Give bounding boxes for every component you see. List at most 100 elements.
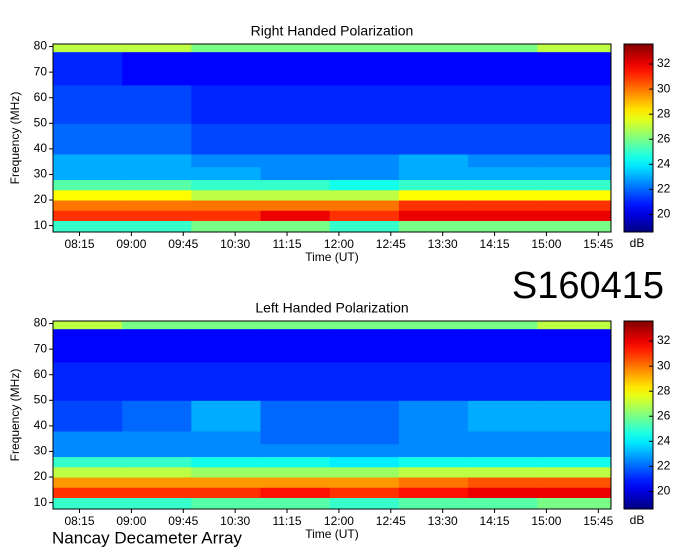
x-tick-label: 12:00 bbox=[324, 514, 354, 528]
colorbar-tick-label: 20 bbox=[657, 484, 671, 498]
heat-cell bbox=[537, 51, 612, 86]
heat-cell bbox=[260, 430, 331, 445]
heat-cell bbox=[122, 321, 192, 330]
x-tick-label: 15:00 bbox=[531, 514, 561, 528]
heat-cell bbox=[191, 153, 262, 168]
heat-cell bbox=[260, 456, 331, 468]
heat-cell bbox=[53, 210, 123, 221]
x-tick-label: 11:15 bbox=[272, 237, 301, 251]
heat-cell bbox=[260, 321, 331, 330]
heat-cell bbox=[398, 328, 469, 363]
heat-cell bbox=[537, 430, 612, 445]
heat-cell bbox=[537, 361, 612, 401]
y-tick-label: 40 bbox=[34, 418, 48, 432]
y-axis-label: Frequency (MHz) bbox=[8, 369, 22, 462]
x-tick-label: 13:30 bbox=[428, 514, 458, 528]
x-tick-label: 09:00 bbox=[116, 237, 146, 251]
colorbar-label: dB bbox=[630, 513, 645, 527]
heat-cell bbox=[53, 400, 123, 432]
y-tick-label: 50 bbox=[34, 392, 48, 406]
y-axis-label: Frequency (MHz) bbox=[8, 92, 22, 185]
heat-cell bbox=[537, 466, 612, 478]
heat-cell bbox=[468, 466, 538, 478]
heat-cell bbox=[53, 220, 123, 233]
heat-cell bbox=[468, 153, 538, 168]
heat-cell bbox=[468, 328, 538, 363]
heat-cell bbox=[537, 84, 612, 124]
heat-cell bbox=[260, 487, 331, 498]
heat-cell bbox=[468, 179, 538, 191]
y-tick-label: 80 bbox=[34, 39, 48, 53]
heat-cell bbox=[398, 430, 469, 445]
heat-cell bbox=[329, 400, 400, 432]
heat-cell bbox=[53, 456, 123, 468]
heat-cell bbox=[191, 321, 262, 330]
heat-cell bbox=[191, 477, 262, 488]
heat-cell bbox=[260, 400, 331, 432]
heat-cell bbox=[537, 328, 612, 363]
heat-cell bbox=[329, 443, 400, 458]
heat-cell bbox=[468, 477, 538, 488]
x-tick-label: 09:45 bbox=[168, 237, 198, 251]
heat-cell bbox=[398, 361, 469, 401]
heat-cell bbox=[122, 44, 192, 53]
heat-cell bbox=[53, 361, 123, 401]
colorbar-tick-label: 22 bbox=[657, 459, 671, 473]
heat-cell bbox=[537, 166, 612, 181]
heat-cell bbox=[260, 497, 331, 510]
x-tick-label: 15:45 bbox=[583, 514, 613, 528]
heat-cell bbox=[398, 220, 469, 233]
heat-cell bbox=[122, 220, 192, 233]
heat-cell bbox=[122, 466, 192, 478]
heat-cell bbox=[53, 200, 123, 211]
observation-label: S160415 bbox=[512, 265, 664, 307]
heat-cell bbox=[468, 220, 538, 233]
heat-cell bbox=[468, 84, 538, 124]
colorbar-tick-label: 26 bbox=[657, 131, 671, 145]
heat-cell bbox=[537, 321, 612, 330]
x-tick-label: 12:00 bbox=[324, 237, 354, 251]
heat-cell bbox=[537, 443, 612, 458]
heat-cell bbox=[191, 328, 262, 363]
heat-cell bbox=[398, 84, 469, 124]
heat-cell bbox=[468, 123, 538, 155]
colorbar-tick-label: 30 bbox=[657, 81, 671, 95]
heat-cell bbox=[122, 400, 192, 432]
heat-cell bbox=[191, 456, 262, 468]
heat-cell bbox=[468, 456, 538, 468]
heat-cell bbox=[122, 200, 192, 211]
heat-cell bbox=[260, 179, 331, 191]
heat-cell bbox=[329, 477, 400, 488]
heat-cell bbox=[191, 220, 262, 233]
heat-cell bbox=[53, 166, 123, 181]
x-tick-label: 15:45 bbox=[583, 237, 613, 251]
heat-cell bbox=[329, 179, 400, 191]
heat-cell bbox=[122, 497, 192, 510]
heat-cell bbox=[329, 123, 400, 155]
heat-cell bbox=[468, 361, 538, 401]
heat-cell bbox=[260, 210, 331, 221]
heat-cell bbox=[329, 44, 400, 53]
heat-cell bbox=[329, 328, 400, 363]
x-tick-label: 14:15 bbox=[480, 237, 510, 251]
heat-cell bbox=[537, 179, 612, 191]
y-tick-label: 20 bbox=[34, 192, 48, 206]
x-tick-label: 12:45 bbox=[376, 514, 406, 528]
heat-cell bbox=[260, 200, 331, 211]
heat-cell bbox=[329, 361, 400, 401]
colorbar-tick-label: 32 bbox=[657, 333, 671, 347]
colorbar-tick-label: 20 bbox=[657, 207, 671, 221]
heat-cell bbox=[191, 44, 262, 53]
heat-cell bbox=[329, 84, 400, 124]
heat-cell bbox=[537, 487, 612, 498]
colorbar-label: dB bbox=[630, 236, 645, 250]
heat-cell bbox=[329, 51, 400, 86]
colorbar bbox=[623, 43, 654, 233]
heat-cell bbox=[537, 400, 612, 432]
heat-cell bbox=[53, 466, 123, 478]
heat-cell bbox=[122, 456, 192, 468]
heat-cell bbox=[260, 220, 331, 233]
heat-cell bbox=[398, 321, 469, 330]
heat-cell bbox=[122, 210, 192, 221]
